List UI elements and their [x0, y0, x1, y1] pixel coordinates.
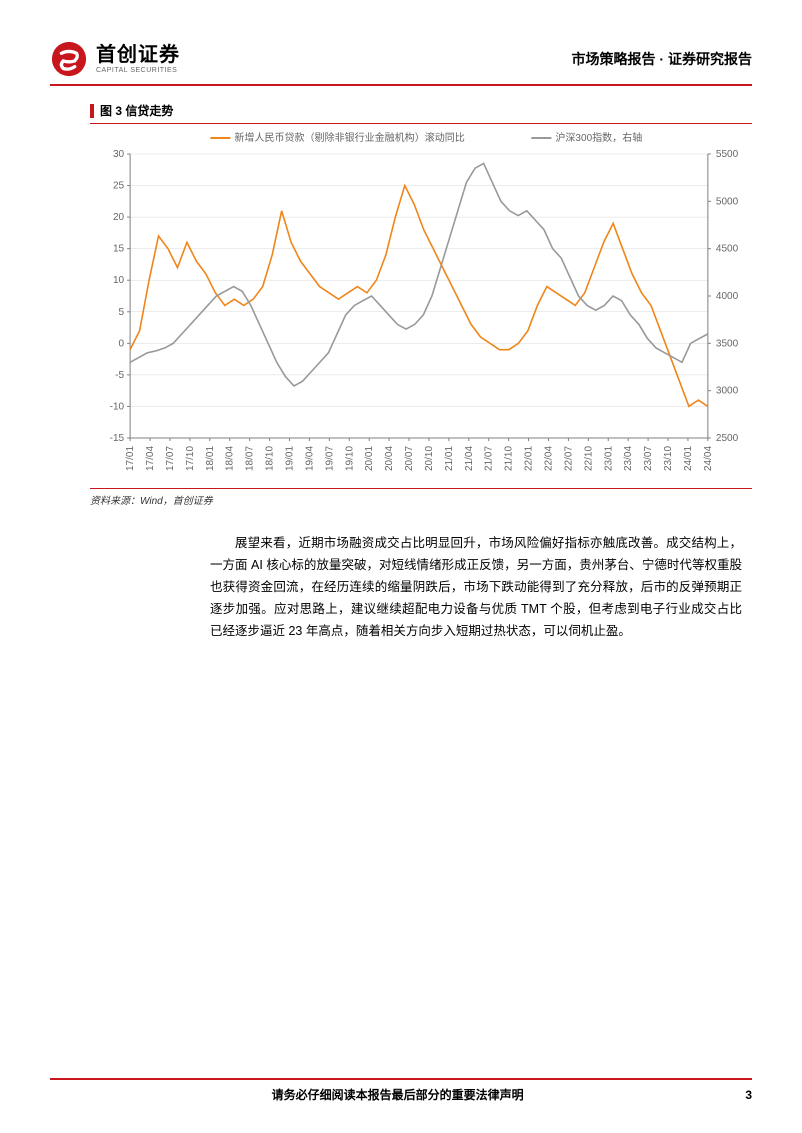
svg-text:18/01: 18/01: [205, 446, 216, 471]
credit-trend-chart: 新增人民币贷款（剔除非银行业金融机构）滚动同比 沪深300指数，右轴 -15 -10 -…: [90, 126, 752, 486]
svg-text:19/07: 19/07: [324, 446, 335, 471]
svg-text:18/10: 18/10: [265, 446, 276, 471]
chart-title: 图 3 信贷走势: [100, 102, 173, 119]
svg-text:20/01: 20/01: [364, 446, 375, 471]
svg-text:19/10: 19/10: [344, 446, 355, 471]
svg-text:19/04: 19/04: [304, 446, 315, 471]
svg-text:23/10: 23/10: [663, 446, 674, 471]
svg-text:4500: 4500: [716, 244, 739, 255]
footer-rule: [50, 1078, 752, 1080]
svg-text:23/04: 23/04: [623, 446, 634, 471]
svg-text:-10: -10: [110, 401, 125, 412]
chart-title-rule: [90, 123, 752, 124]
svg-text:22/01: 22/01: [524, 446, 535, 471]
svg-text:18/07: 18/07: [245, 446, 256, 471]
svg-text:23/01: 23/01: [603, 446, 614, 471]
page: 首创证券 CAPITAL SECURITIES 市场策略报告 · 证券研究报告 …: [0, 0, 802, 1133]
svg-text:3500: 3500: [716, 338, 739, 349]
svg-text:20/04: 20/04: [384, 446, 395, 471]
svg-text:21/10: 21/10: [504, 446, 515, 471]
chart-title-accent: [90, 104, 94, 118]
logo: 首创证券 CAPITAL SECURITIES: [50, 40, 180, 78]
svg-text:22/10: 22/10: [583, 446, 594, 471]
body-paragraph: 展望来看，近期市场融资成交占比明显回升，市场风险偏好指标亦触底改善。成交结构上，…: [210, 533, 742, 642]
logo-name-en: CAPITAL SECURITIES: [96, 67, 180, 74]
svg-text:17/04: 17/04: [145, 446, 156, 471]
chart-section: 图 3 信贷走势 新增人民币贷款（剔除非银行业金融机构）滚动同比 沪深300指数，…: [90, 102, 752, 507]
svg-text:沪深300指数，右轴: 沪深300指数，右轴: [555, 131, 642, 144]
logo-name-cn: 首创证券: [96, 45, 180, 65]
footer: 请务必仔细阅读本报告最后部分的重要法律声明 3: [50, 1078, 752, 1103]
svg-text:2500: 2500: [716, 433, 739, 444]
svg-text:5: 5: [119, 307, 125, 318]
svg-text:-15: -15: [110, 433, 125, 444]
svg-text:24/01: 24/01: [683, 446, 694, 471]
svg-text:5500: 5500: [716, 149, 739, 160]
svg-text:3000: 3000: [716, 386, 739, 397]
svg-text:20/10: 20/10: [424, 446, 435, 471]
svg-text:18/04: 18/04: [225, 446, 236, 471]
svg-text:15: 15: [113, 244, 125, 255]
svg-text:20: 20: [113, 212, 125, 223]
footer-row: 请务必仔细阅读本报告最后部分的重要法律声明 3: [50, 1086, 752, 1103]
logo-text: 首创证券 CAPITAL SECURITIES: [96, 45, 180, 74]
svg-text:5000: 5000: [716, 196, 739, 207]
svg-text:-5: -5: [115, 370, 124, 381]
svg-text:22/04: 22/04: [543, 446, 554, 471]
svg-text:24/04: 24/04: [703, 446, 714, 471]
svg-text:10: 10: [113, 275, 125, 286]
chart-container: 新增人民币贷款（剔除非银行业金融机构）滚动同比 沪深300指数，右轴 -15 -10 -…: [90, 126, 752, 486]
svg-text:19/01: 19/01: [284, 446, 295, 471]
chart-source: 资料来源：Wind，首创证券: [90, 488, 752, 507]
svg-text:21/01: 21/01: [444, 446, 455, 471]
header-rule: [50, 84, 752, 86]
svg-text:新增人民币贷款（剔除非银行业金融机构）滚动同比: 新增人民币贷款（剔除非银行业金融机构）滚动同比: [234, 131, 464, 144]
svg-text:21/07: 21/07: [484, 446, 495, 471]
logo-icon: [50, 40, 88, 78]
svg-text:22/07: 22/07: [563, 446, 574, 471]
header: 首创证券 CAPITAL SECURITIES 市场策略报告 · 证券研究报告: [50, 40, 752, 78]
header-right: 市场策略报告 · 证券研究报告: [572, 49, 752, 69]
svg-text:25: 25: [113, 181, 125, 192]
svg-text:0: 0: [119, 338, 125, 349]
svg-text:17/10: 17/10: [185, 446, 196, 471]
svg-text:20/07: 20/07: [404, 446, 415, 471]
svg-text:30: 30: [113, 149, 125, 160]
svg-text:17/07: 17/07: [165, 446, 176, 471]
footer-disclaimer: 请务必仔细阅读本报告最后部分的重要法律声明: [50, 1086, 745, 1103]
svg-text:21/04: 21/04: [464, 446, 475, 471]
chart-title-bar: 图 3 信贷走势: [90, 102, 752, 119]
svg-text:23/07: 23/07: [643, 446, 654, 471]
svg-text:17/01: 17/01: [125, 446, 136, 471]
page-number: 3: [745, 1088, 752, 1102]
svg-text:4000: 4000: [716, 291, 739, 302]
